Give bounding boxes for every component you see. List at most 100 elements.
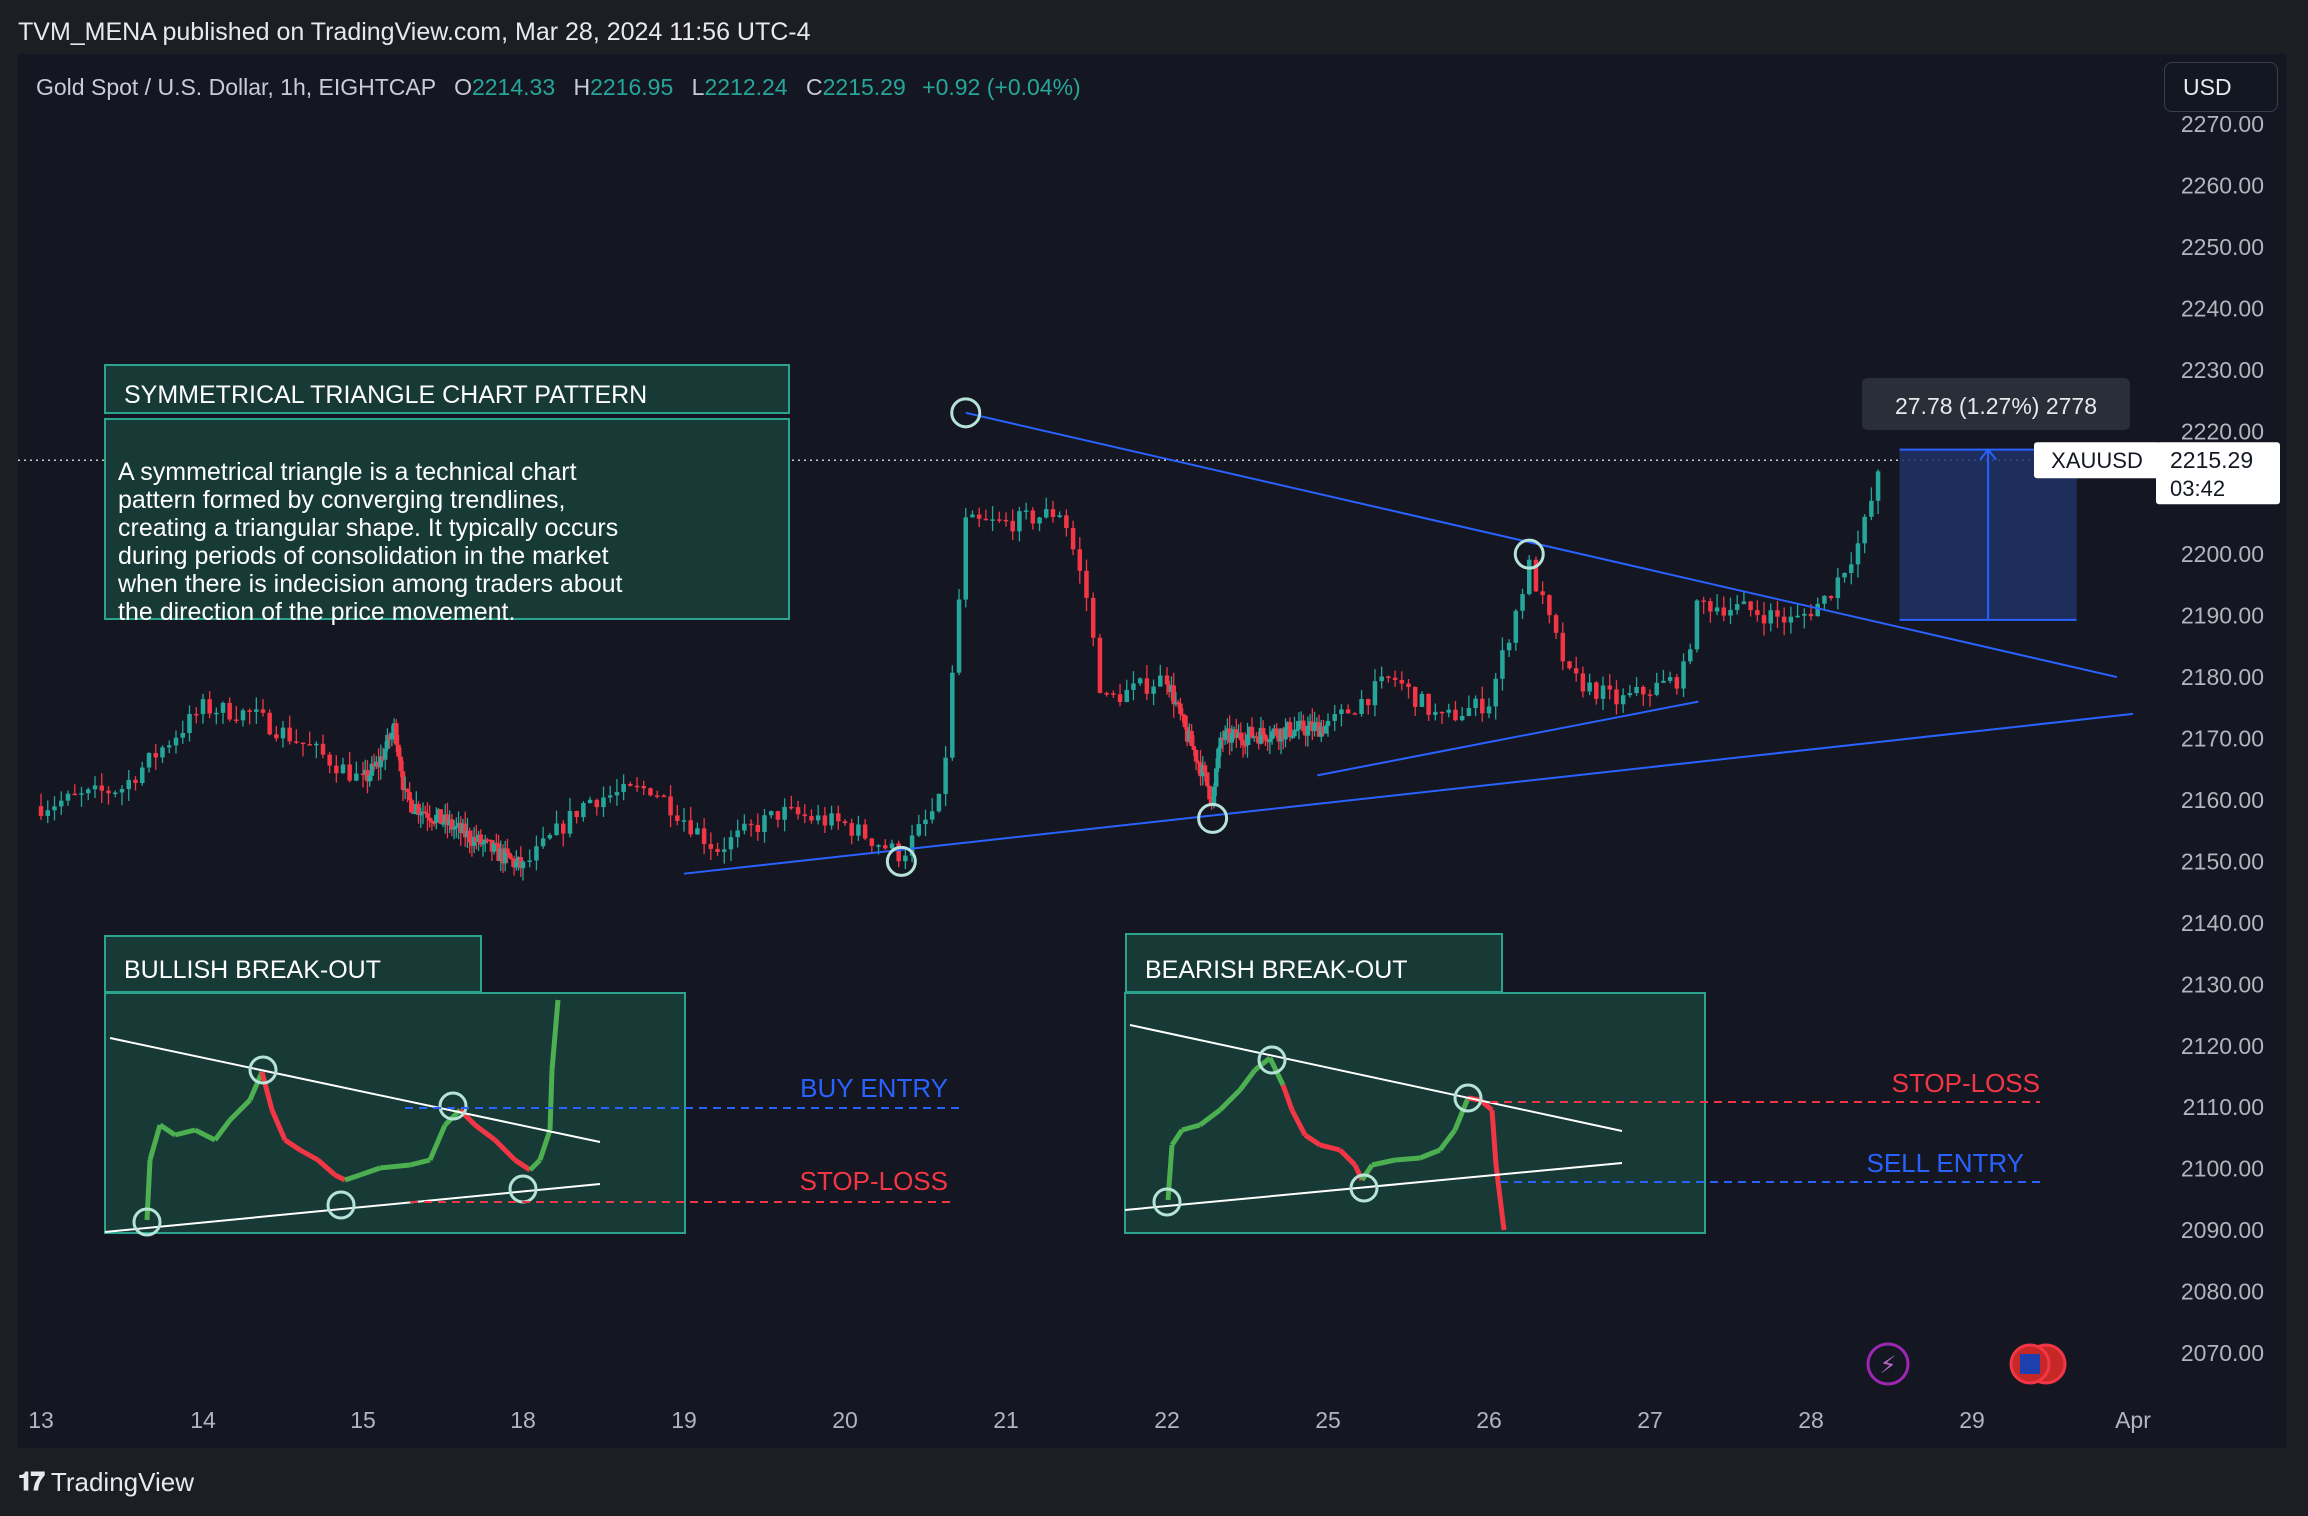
candle-body[interactable] [1419,693,1425,707]
candle-body[interactable] [1131,683,1136,690]
candle-body[interactable] [480,842,486,845]
candle-body[interactable] [396,744,401,757]
candle-body[interactable] [482,839,488,843]
candle-body[interactable] [1283,727,1288,740]
candle-body[interactable] [1728,609,1733,616]
candle-body[interactable] [1151,686,1156,694]
candle-body[interactable] [1090,597,1096,638]
candle-body[interactable] [1634,686,1639,694]
pivot-circle[interactable] [885,845,917,877]
bullish-pivot-circle[interactable] [132,1207,162,1237]
candle-body[interactable] [661,795,667,798]
candle-body[interactable] [1433,711,1438,715]
candle-body[interactable] [567,810,573,834]
candle-body[interactable] [1339,709,1344,715]
candle-body[interactable] [1222,731,1228,741]
candle-body[interactable] [214,712,219,715]
candle-body[interactable] [1240,740,1246,746]
candle-body[interactable] [742,823,747,831]
candle-body[interactable] [385,734,390,749]
candle-body[interactable] [422,811,428,814]
candle-body[interactable] [1296,721,1302,730]
candle-body[interactable] [52,806,57,811]
candle-body[interactable] [1207,785,1212,800]
candle-body[interactable] [990,519,995,521]
candle-body[interactable] [72,793,78,796]
candle-body[interactable] [1064,515,1069,529]
candle-body[interactable] [509,857,515,860]
candle-body[interactable] [534,846,539,861]
candle-body[interactable] [1627,693,1633,696]
candle-body[interactable] [970,514,975,518]
candle-body[interactable] [514,861,519,868]
candle-body[interactable] [1366,699,1371,706]
candle-body[interactable] [1323,725,1329,734]
candle-body[interactable] [1352,713,1358,715]
candle-body[interactable] [1446,709,1452,713]
pivot-circle[interactable] [1197,802,1229,834]
candle-body[interactable] [347,764,352,781]
candle-body[interactable] [1453,709,1458,721]
candle-body[interactable] [581,803,586,818]
candle-body[interactable] [407,791,412,801]
candle-body[interactable] [79,793,84,795]
candle-body[interactable] [909,835,915,856]
candle-body[interactable] [440,823,446,825]
candle-body[interactable] [1513,610,1519,643]
candle-body[interactable] [146,752,152,768]
candle-body[interactable] [1493,678,1498,707]
candle-body[interactable] [1017,511,1022,532]
candle-body[interactable] [829,813,834,826]
candle-body[interactable] [1216,748,1221,769]
candle-body[interactable] [762,815,767,832]
candle-body[interactable] [648,788,653,796]
candle-body[interactable] [916,824,922,836]
candle-body[interactable] [1755,610,1760,616]
candle-body[interactable] [1654,682,1659,695]
candle-body[interactable] [728,837,734,850]
candle-body[interactable] [862,824,868,839]
candle-body[interactable] [86,789,91,794]
candle-body[interactable] [294,741,299,743]
candle-body[interactable] [601,797,606,808]
pattern-description-box[interactable]: A symmetrical triangle is a technical ch… [104,418,790,626]
candle-body[interactable] [334,765,339,774]
bearish-illustration-box[interactable] [1124,992,1706,1234]
candle-body[interactable] [1802,613,1807,616]
candle-body[interactable] [1301,720,1306,732]
candle-body[interactable] [160,747,165,758]
bearish-title-box[interactable]: BEARISH BREAK-OUT [1125,933,1503,993]
candle-body[interactable] [1567,661,1572,669]
candle-body[interactable] [1180,714,1185,716]
candle-body[interactable] [1175,702,1181,704]
candle-body[interactable] [187,713,192,733]
candle-body[interactable] [247,710,252,712]
candle-body[interactable] [675,815,680,821]
candle-body[interactable] [467,830,472,843]
candle-body[interactable] [92,785,98,790]
candle-body[interactable] [1182,715,1188,728]
candle-body[interactable] [849,823,854,836]
candle-body[interactable] [1084,570,1089,598]
candle-body[interactable] [842,821,848,824]
candle-body[interactable] [1795,615,1800,618]
candle-body[interactable] [220,702,226,713]
candle-body[interactable] [1144,678,1150,694]
candle-body[interactable] [956,599,962,673]
candle-body[interactable] [1781,616,1787,623]
candle-body[interactable] [1258,727,1264,744]
candle-body[interactable] [1345,709,1351,714]
candle-body[interactable] [755,824,761,832]
candle-body[interactable] [587,799,593,804]
candle-body[interactable] [950,672,955,758]
candle-body[interactable] [1855,543,1861,565]
candle-body[interactable] [240,710,246,721]
candle-body[interactable] [300,742,306,745]
candle-body[interactable] [1218,737,1223,749]
candle-body[interactable] [1520,594,1525,611]
candle-body[interactable] [1835,577,1841,599]
candle-body[interactable] [378,756,384,768]
candle-body[interactable] [1379,676,1384,682]
pattern-title-box[interactable]: SYMMETRICAL TRIANGLE CHART PATTERN [104,364,790,414]
candle-body[interactable] [1104,693,1109,695]
